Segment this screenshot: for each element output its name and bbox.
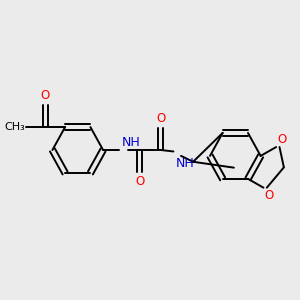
Text: O: O bbox=[41, 89, 50, 102]
Text: NH: NH bbox=[176, 158, 195, 170]
Text: O: O bbox=[135, 175, 144, 188]
Text: O: O bbox=[265, 189, 274, 202]
Text: O: O bbox=[156, 112, 165, 125]
Text: CH₃: CH₃ bbox=[4, 122, 25, 132]
Text: O: O bbox=[278, 133, 287, 146]
Text: NH: NH bbox=[122, 136, 140, 148]
